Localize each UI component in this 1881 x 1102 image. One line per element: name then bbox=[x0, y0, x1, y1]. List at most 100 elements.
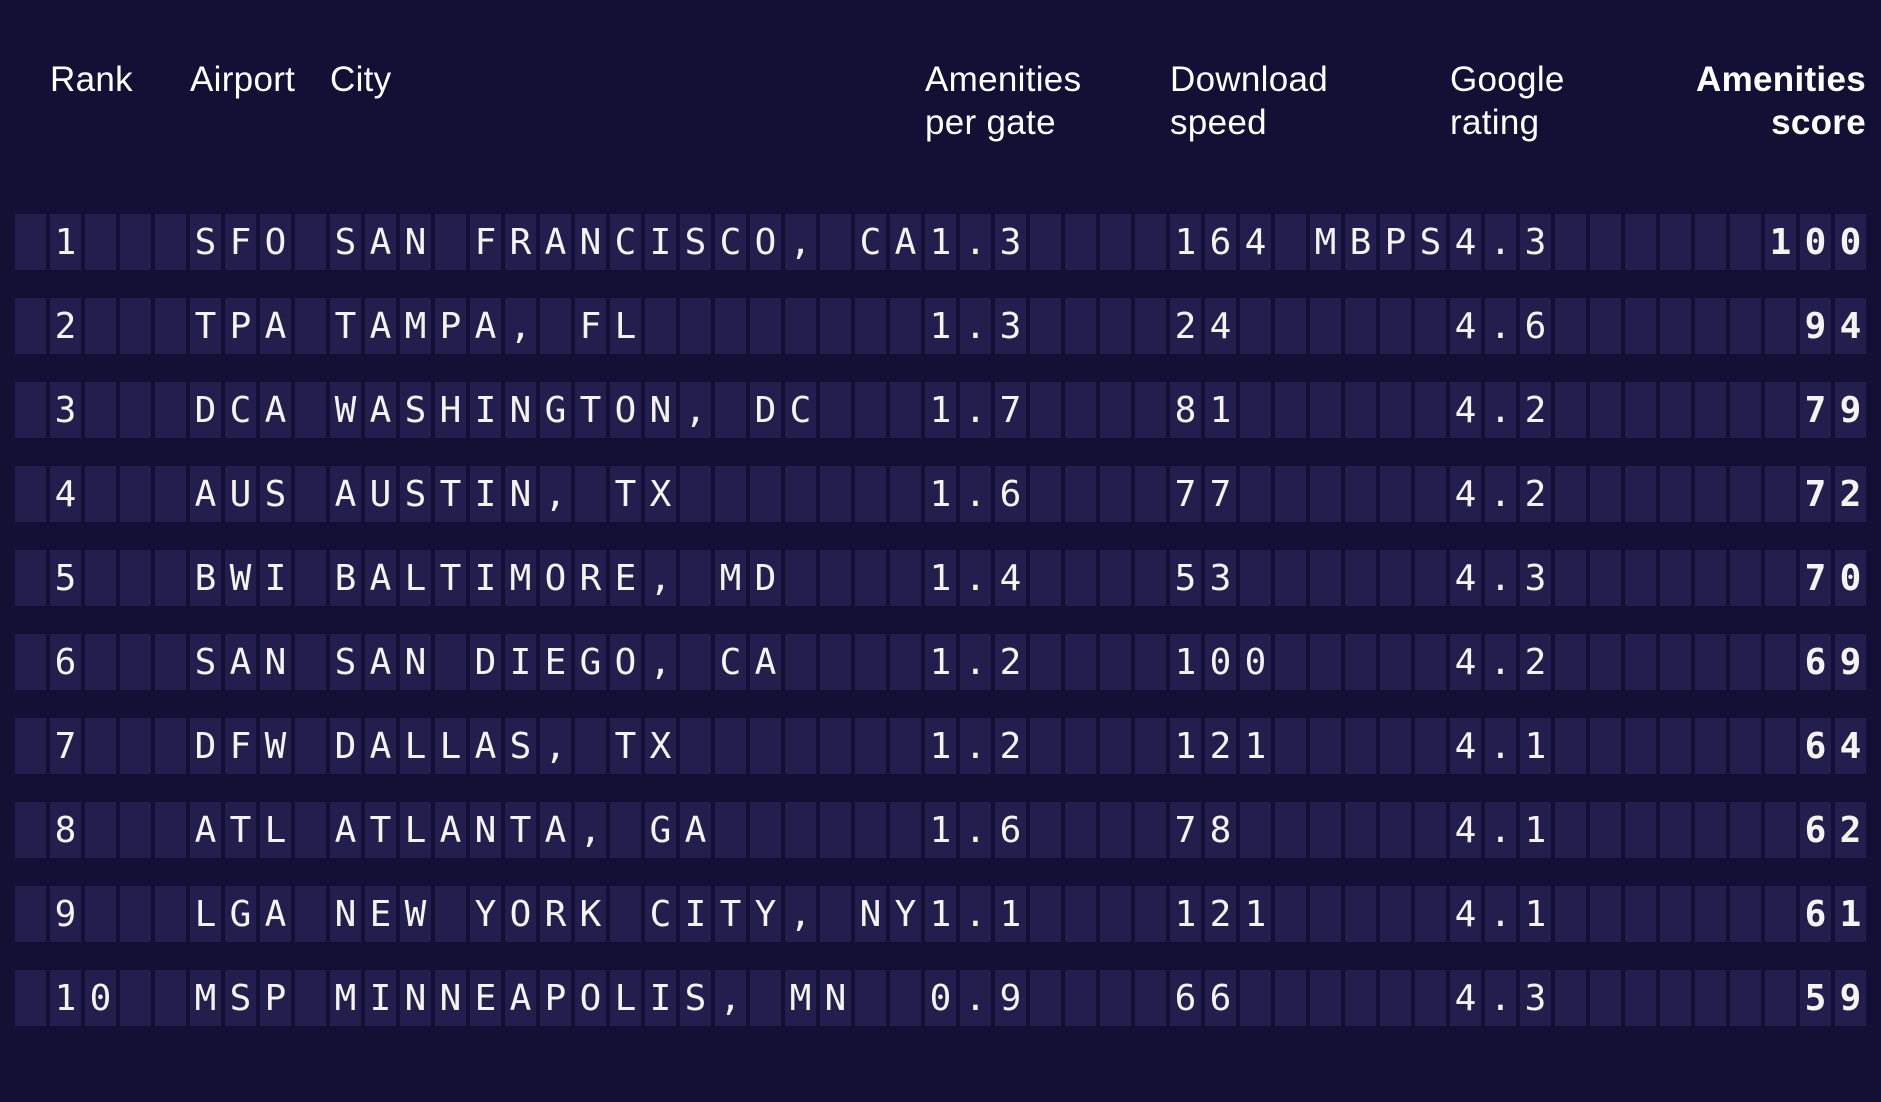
flap-cell bbox=[1555, 214, 1586, 270]
flap-cell: 4 bbox=[1835, 718, 1866, 774]
flap-cell: , bbox=[785, 214, 816, 270]
flap-cell: 3 bbox=[1205, 550, 1236, 606]
flap-cell: 1 bbox=[925, 214, 956, 270]
flap-cell bbox=[85, 382, 116, 438]
flap-cell: C bbox=[225, 382, 256, 438]
flap-cell bbox=[1695, 802, 1726, 858]
flap-cell bbox=[1765, 718, 1796, 774]
flap-cell bbox=[295, 466, 326, 522]
flap-cell: 1 bbox=[1170, 718, 1201, 774]
flap-cell: 1 bbox=[1170, 634, 1201, 690]
flap-cell: 2 bbox=[1520, 634, 1551, 690]
column-header-amenities-per-gate: Amenities per gate bbox=[925, 60, 1082, 142]
flap-cell bbox=[1660, 718, 1691, 774]
flap-cell bbox=[680, 298, 711, 354]
flap-cell: R bbox=[575, 550, 606, 606]
flap-cell: A bbox=[365, 718, 396, 774]
flap-cell: I bbox=[505, 634, 536, 690]
flap-cell bbox=[155, 298, 186, 354]
flap-cell bbox=[1345, 886, 1376, 942]
flap-cell bbox=[1275, 214, 1306, 270]
flap-cell: 3 bbox=[50, 382, 81, 438]
flap-cell bbox=[610, 886, 641, 942]
flap-cell: 0 bbox=[925, 970, 956, 1026]
flap-cell bbox=[1030, 298, 1061, 354]
flap-cell: 2 bbox=[1520, 382, 1551, 438]
flap-cell: . bbox=[1485, 214, 1516, 270]
flap-cell: T bbox=[365, 802, 396, 858]
flap-cell bbox=[1380, 466, 1411, 522]
flap-cell bbox=[1625, 970, 1656, 1026]
flap-cell: A bbox=[540, 214, 571, 270]
flap-cell bbox=[1380, 718, 1411, 774]
flap-cell bbox=[1380, 970, 1411, 1026]
flap-cell bbox=[1275, 718, 1306, 774]
flap-cell: 3 bbox=[1520, 550, 1551, 606]
flap-cell: . bbox=[1485, 970, 1516, 1026]
flap-cell bbox=[1415, 802, 1446, 858]
flap-cell: C bbox=[715, 214, 746, 270]
flap-cell: F bbox=[470, 214, 501, 270]
flap-cell bbox=[15, 718, 46, 774]
flap-cell bbox=[855, 466, 886, 522]
flap-cell bbox=[1275, 382, 1306, 438]
flap-cell bbox=[1695, 382, 1726, 438]
flap-cell: E bbox=[365, 886, 396, 942]
flap-cell: T bbox=[610, 466, 641, 522]
flap-cell bbox=[1065, 802, 1096, 858]
flap-cell: I bbox=[260, 550, 291, 606]
flap-cell bbox=[120, 718, 151, 774]
flap-cell bbox=[155, 886, 186, 942]
flap-cell: S bbox=[1415, 214, 1446, 270]
flap-cell bbox=[15, 214, 46, 270]
flap-cell bbox=[435, 634, 466, 690]
flap-cell: 6 bbox=[1520, 298, 1551, 354]
flap-cell: N bbox=[505, 382, 536, 438]
flap-cell: 4 bbox=[1450, 886, 1481, 942]
flap-cell: T bbox=[575, 382, 606, 438]
flap-cell bbox=[1415, 298, 1446, 354]
flap-cell: 4 bbox=[1835, 298, 1866, 354]
flap-cell: N bbox=[400, 214, 431, 270]
flap-cell bbox=[1625, 886, 1656, 942]
flap-cell: Y bbox=[890, 886, 921, 942]
flap-cell bbox=[120, 382, 151, 438]
flap-cell bbox=[1380, 550, 1411, 606]
flap-cell: P bbox=[540, 970, 571, 1026]
flap-cell: 8 bbox=[1205, 802, 1236, 858]
flap-cell bbox=[820, 550, 851, 606]
flap-cell bbox=[820, 214, 851, 270]
flap-cell bbox=[1240, 466, 1271, 522]
flap-cell bbox=[1625, 298, 1656, 354]
flap-cell bbox=[1310, 466, 1341, 522]
flap-cell: D bbox=[470, 634, 501, 690]
flap-cell bbox=[1590, 298, 1621, 354]
flap-cell: 3 bbox=[1520, 970, 1551, 1026]
flap-cell: 2 bbox=[1520, 466, 1551, 522]
flap-cell: S bbox=[225, 970, 256, 1026]
flap-cell bbox=[1660, 886, 1691, 942]
flap-cell bbox=[1555, 718, 1586, 774]
flap-cell: 1 bbox=[1835, 886, 1866, 942]
flap-cell bbox=[1555, 382, 1586, 438]
flap-cell bbox=[750, 970, 781, 1026]
flap-cell bbox=[1275, 550, 1306, 606]
flap-cell bbox=[1275, 298, 1306, 354]
flap-cell: . bbox=[960, 550, 991, 606]
flap-cell: C bbox=[645, 886, 676, 942]
flap-cell bbox=[1625, 802, 1656, 858]
column-header-download-speed: Download speed bbox=[1170, 60, 1329, 142]
flap-cell: T bbox=[435, 550, 466, 606]
flap-cell bbox=[1625, 214, 1656, 270]
flap-cell: P bbox=[225, 298, 256, 354]
flap-cell: 6 bbox=[1205, 970, 1236, 1026]
flap-cell: 3 bbox=[995, 214, 1026, 270]
flap-cell: 7 bbox=[1800, 466, 1831, 522]
flap-cell: A bbox=[470, 298, 501, 354]
flap-cell: . bbox=[960, 382, 991, 438]
flap-cell: N bbox=[645, 382, 676, 438]
flap-cell: 1 bbox=[1520, 886, 1551, 942]
